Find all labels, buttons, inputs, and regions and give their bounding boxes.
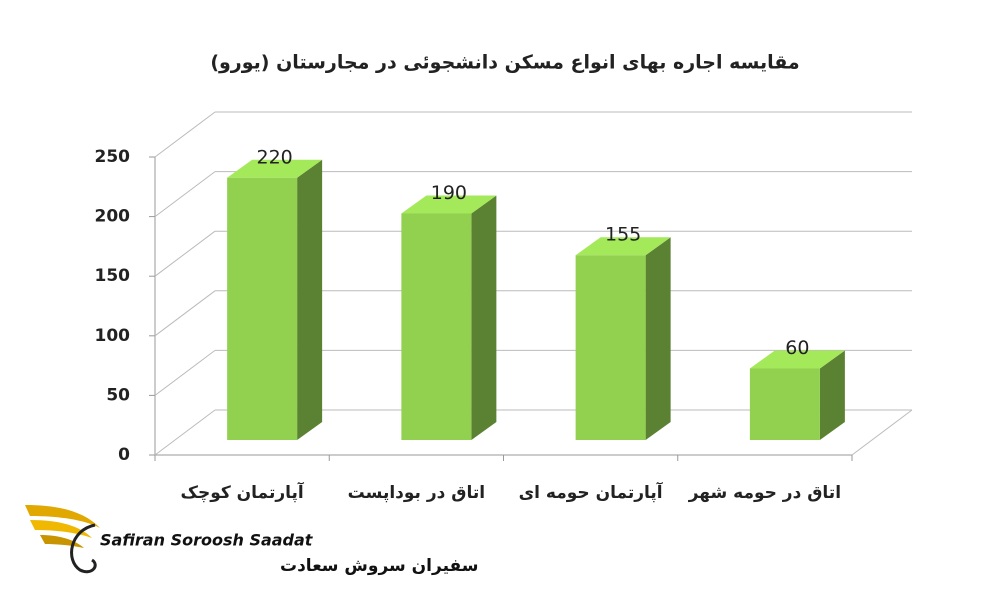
bar-top (227, 159, 323, 178)
x-tick-label: اتاق در بوداپست (348, 483, 485, 503)
bar-front (575, 255, 646, 440)
logo-swan (70, 523, 97, 574)
x-tick-label: آپارتمان کوچک (181, 481, 305, 503)
value-label: 220 (256, 146, 292, 168)
bar-side (297, 159, 323, 440)
grid-line (154, 171, 216, 218)
y-tick-label: 50 (106, 385, 130, 405)
value-label: 60 (785, 337, 809, 359)
value-label: 190 (431, 182, 467, 204)
y-tick-label: 0 (118, 445, 130, 465)
x-tick-label: آپارتمان حومه ای (519, 481, 664, 503)
grid-line (154, 290, 216, 337)
grid-line (154, 230, 216, 277)
logo: Safiran Soroosh Saadat سفیران سروش سعادت (25, 505, 478, 576)
logo-wing (25, 505, 100, 528)
grid-line (154, 349, 216, 396)
y-tick-label: 250 (95, 147, 131, 167)
bar (227, 159, 323, 440)
chart-title: مقایسه اجاره بهای انواع مسکن دانشجوئی در… (210, 52, 799, 74)
bar-front (401, 213, 472, 440)
bar-top (401, 195, 497, 214)
axis-floor (851, 409, 913, 456)
bar-front (749, 368, 820, 440)
y-tick-label: 200 (95, 207, 131, 227)
bar-side (471, 195, 497, 440)
y-tick-label: 150 (95, 266, 131, 286)
bar (401, 195, 497, 440)
bar-side (645, 237, 671, 440)
bar-top (575, 237, 671, 256)
y-tick-label: 100 (95, 326, 131, 346)
logo-text-en: Safiran Soroosh Saadat (100, 531, 314, 550)
bar-front (227, 177, 298, 440)
grid-line (154, 409, 216, 456)
logo-wing (30, 520, 92, 538)
logo-text-fa: سفیران سروش سعادت (280, 556, 478, 576)
bar-side (819, 350, 845, 440)
grid-line (154, 111, 216, 158)
bar (749, 350, 845, 440)
x-tick-label: اتاق در حومه شهر (688, 483, 841, 503)
bar-top (749, 350, 845, 369)
value-label: 155 (605, 224, 641, 246)
bar (575, 237, 671, 440)
